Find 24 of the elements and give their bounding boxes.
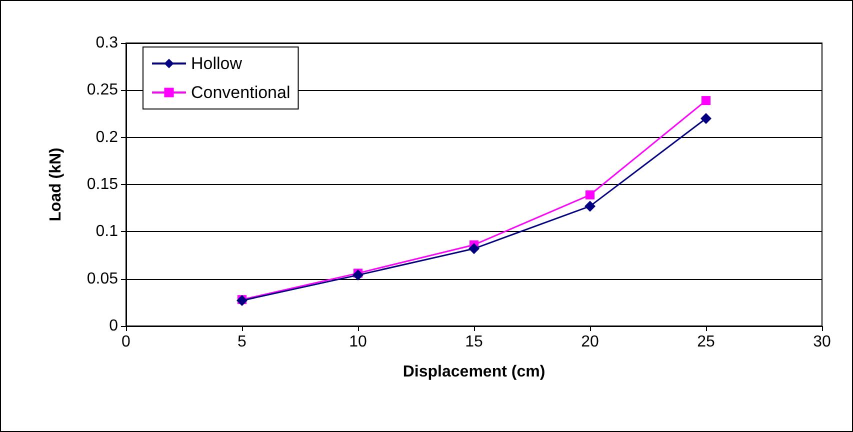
x-axis-title: Displacement (cm) [402,364,546,380]
point [700,112,712,124]
x-tick-label: 10 [349,334,367,350]
point [584,200,596,212]
y-tick-label: 0.05 [86,270,118,288]
x-tick-label: 5 [238,334,247,350]
x-tick-label: 20 [581,334,599,350]
y-tick-label: 0.1 [96,223,118,240]
y-tick-label: 0 [109,318,118,334]
y-tick-label: 0.3 [96,34,118,52]
x-tick-label: 25 [697,334,715,350]
x-tick-label: 30 [813,334,831,350]
y-tick-label: 0.2 [96,128,118,146]
legend-label: Conventional [191,83,290,102]
x-tick-label: 15 [465,334,483,350]
point [586,190,594,200]
x-tick-label: 0 [122,334,131,350]
y-axis-title: Load (kN) [48,148,64,222]
point [352,270,364,281]
y-tick-label: 0.15 [86,176,118,193]
point [702,96,710,106]
y-tick-label: 0.25 [86,82,118,99]
point [468,243,480,254]
legend-label: Hollow [191,54,243,73]
